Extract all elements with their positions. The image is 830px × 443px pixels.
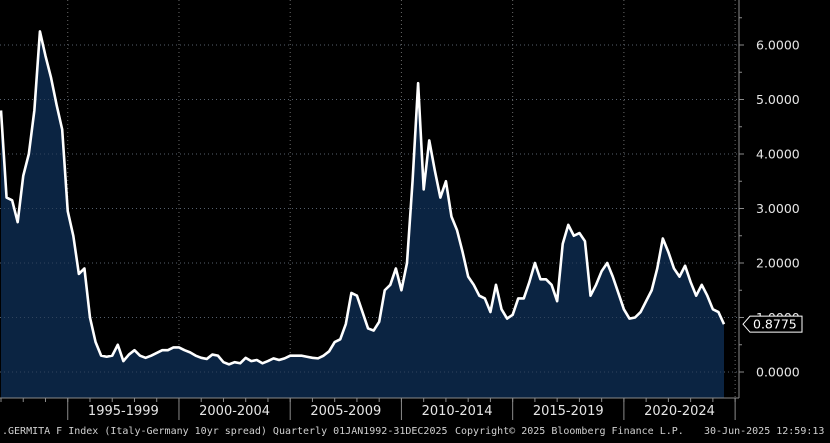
last-value-marker: 0.8775 — [742, 315, 803, 333]
last-value-label: 0.8775 — [753, 317, 797, 332]
series-area — [1, 31, 724, 398]
y-tick-label-0: 0.0000 — [756, 365, 800, 380]
footer: .GERMITA F Index (Italy-Germany 10yr spr… — [2, 426, 824, 437]
index-label: .GERMITA F Index (Italy-Germany 10yr spr… — [2, 426, 448, 437]
copyright-label: Copyright© 2025 Bloomberg Finance L.P. — [455, 426, 684, 437]
last-value-box — [742, 315, 803, 333]
y-tick-label-2: 2.0000 — [756, 256, 800, 271]
x-tick-label-0: 1995-1999 — [88, 404, 159, 419]
gridlines-overlay — [0, 44, 738, 373]
x-tick-label-5: 2020-2024 — [644, 404, 715, 419]
y-tick-label-5: 5.0000 — [756, 92, 800, 107]
x-tick-label-4: 2015-2019 — [533, 404, 604, 419]
y-tick-label-4: 4.0000 — [756, 147, 800, 162]
x-axis: 1995-1999 2000-2004 2005-2009 2010-2014 2015… — [0, 397, 739, 420]
timestamp-label: 30-Jun-2025 12:59:13 — [704, 426, 824, 437]
x-tick-label-3: 2010-2014 — [422, 404, 493, 419]
y-tick-label-6: 6.0000 — [756, 38, 800, 53]
x-tick-label-1: 2000-2004 — [199, 404, 270, 419]
x-tick-label-2: 2005-2009 — [310, 404, 381, 419]
y-tick-label-3: 3.0000 — [756, 201, 800, 216]
series-line — [0, 30, 726, 366]
